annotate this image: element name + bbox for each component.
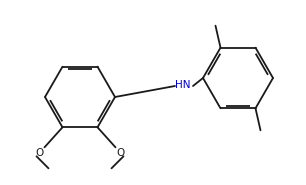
Text: O: O: [117, 148, 125, 158]
Text: HN: HN: [175, 80, 191, 90]
Text: O: O: [35, 148, 43, 158]
